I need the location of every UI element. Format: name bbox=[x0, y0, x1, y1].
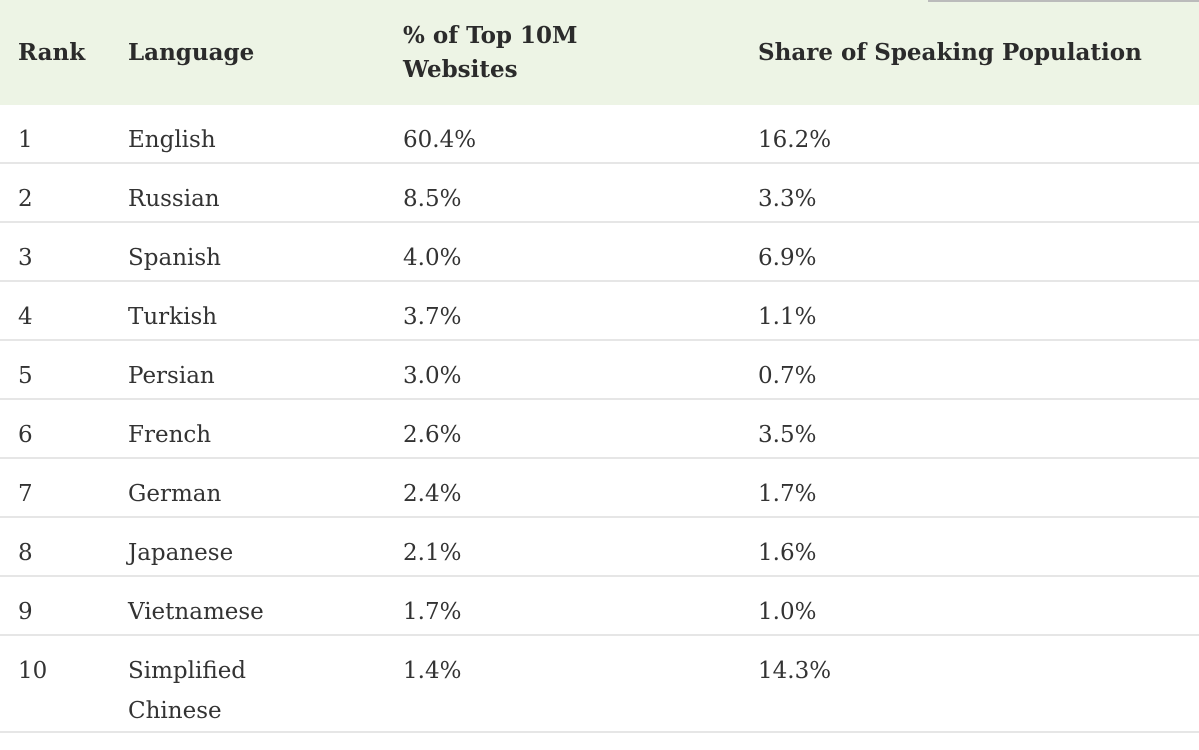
table-cell: 1.6% bbox=[740, 517, 1199, 577]
table-cell: 7 bbox=[0, 458, 110, 518]
table-cell: 4 bbox=[0, 281, 110, 341]
table-cell: 0.7% bbox=[740, 340, 1199, 400]
table-cell: German bbox=[110, 458, 385, 518]
table-cell: 3.0% bbox=[385, 340, 740, 400]
table-cell: 60.4% bbox=[385, 105, 740, 164]
table-row: 3 Spanish 4.0% 6.9% bbox=[0, 222, 1199, 282]
table-body: 1 English 60.4% 16.2% 2 Russian 8.5% 3.3% 3 Spani… bbox=[0, 105, 1199, 733]
table-row: 2 Russian 8.5% 3.3% bbox=[0, 163, 1199, 223]
table-cell: 1.7% bbox=[385, 576, 740, 636]
table-cell: 1.4% bbox=[385, 635, 740, 733]
table-cell: 3 bbox=[0, 222, 110, 282]
table-cell: 2.1% bbox=[385, 517, 740, 577]
table-cell: 1 bbox=[0, 105, 110, 164]
table-cell: Simplified Chinese bbox=[110, 635, 385, 733]
column-header: Share of Speaking Population bbox=[740, 0, 1199, 105]
column-header: % of Top 10M Websites bbox=[385, 0, 740, 105]
table-row: 8 Japanese 2.1% 1.6% bbox=[0, 517, 1199, 577]
table-row: 1 English 60.4% 16.2% bbox=[0, 105, 1199, 164]
table-cell: 6.9% bbox=[740, 222, 1199, 282]
table-cell: Russian bbox=[110, 163, 385, 223]
table-cell: 3.5% bbox=[740, 399, 1199, 459]
table-cell: Japanese bbox=[110, 517, 385, 577]
table-row: 7 German 2.4% 1.7% bbox=[0, 458, 1199, 518]
table-row: 4 Turkish 3.7% 1.1% bbox=[0, 281, 1199, 341]
table-cell: 9 bbox=[0, 576, 110, 636]
table-row: 9 Vietnamese 1.7% 1.0% bbox=[0, 576, 1199, 636]
table-cell: 3.3% bbox=[740, 163, 1199, 223]
table-cell: 16.2% bbox=[740, 105, 1199, 164]
table-cell: Spanish bbox=[110, 222, 385, 282]
table-cell: 14.3% bbox=[740, 635, 1199, 733]
column-header: Language bbox=[110, 0, 385, 105]
table-row: 6 French 2.6% 3.5% bbox=[0, 399, 1199, 459]
table-cell: 2 bbox=[0, 163, 110, 223]
table-cell: 5 bbox=[0, 340, 110, 400]
table-cell: 2.4% bbox=[385, 458, 740, 518]
table-cell: 1.1% bbox=[740, 281, 1199, 341]
table-cell: 6 bbox=[0, 399, 110, 459]
table-cell: English bbox=[110, 105, 385, 164]
table-cell: 4.0% bbox=[385, 222, 740, 282]
table-cell: 8 bbox=[0, 517, 110, 577]
table-row: 5 Persian 3.0% 0.7% bbox=[0, 340, 1199, 400]
language-table: Rank Language% of Top 10M Websites Share o… bbox=[0, 0, 1199, 733]
table-cell: Vietnamese bbox=[110, 576, 385, 636]
table-row: 10 Simplified Chinese 1.4% 14.3% bbox=[0, 635, 1199, 733]
table-cell: 10 bbox=[0, 635, 110, 733]
column-header: Rank bbox=[0, 0, 110, 105]
table-cell: 8.5% bbox=[385, 163, 740, 223]
table-cell: Persian bbox=[110, 340, 385, 400]
table-cell: 2.6% bbox=[385, 399, 740, 459]
table-cell: 1.7% bbox=[740, 458, 1199, 518]
header-row: Rank Language% of Top 10M Websites Share o… bbox=[0, 0, 1199, 105]
table-cell: French bbox=[110, 399, 385, 459]
table-cell: 3.7% bbox=[385, 281, 740, 341]
table-cell: 1.0% bbox=[740, 576, 1199, 636]
table-cell: Turkish bbox=[110, 281, 385, 341]
top-bar bbox=[928, 0, 1199, 2]
